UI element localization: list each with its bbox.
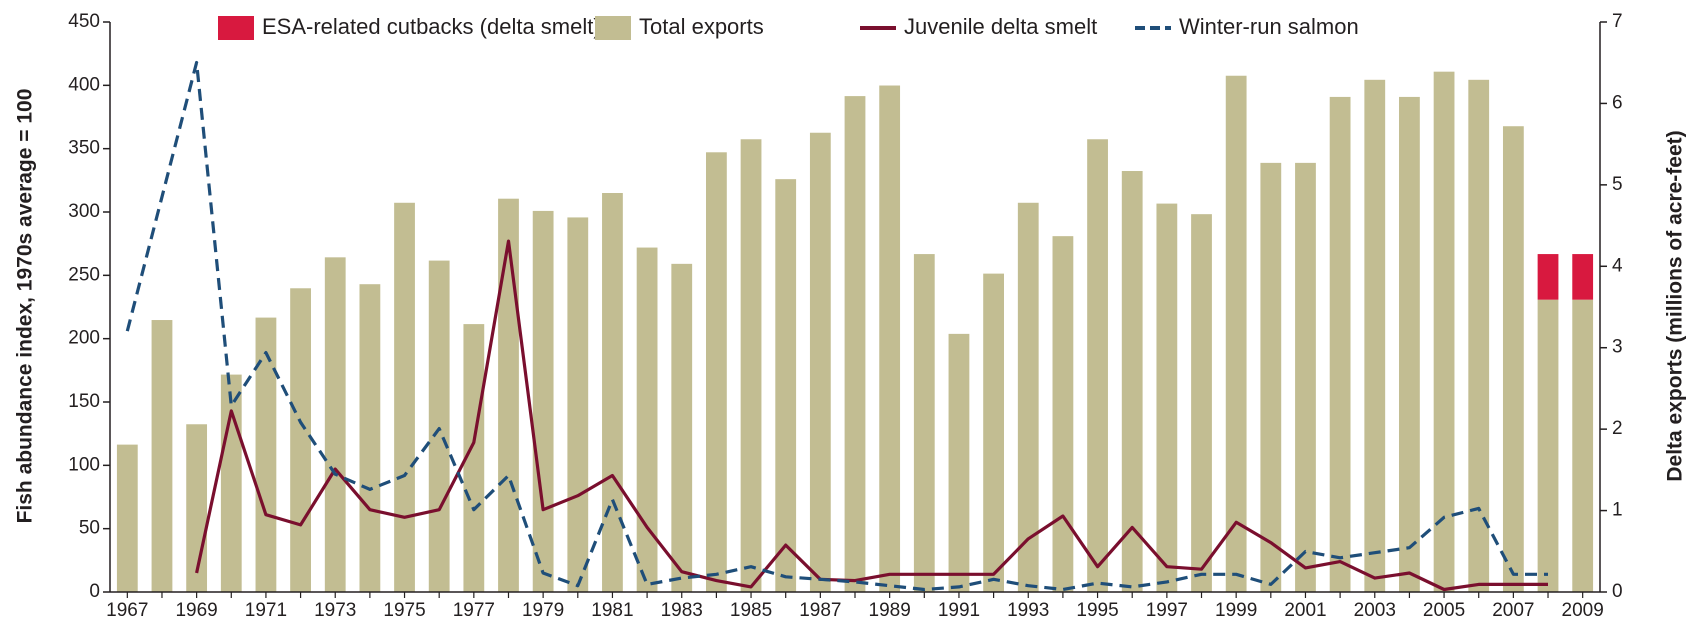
x-tick-label: 2003 [1354, 600, 1396, 621]
bar [775, 179, 797, 592]
x-tick-label: 2007 [1492, 600, 1534, 621]
bar [1364, 79, 1386, 593]
bar [1329, 96, 1351, 593]
y-tick-label: 400 [68, 74, 100, 95]
bar [394, 202, 415, 592]
line [195, 239, 1548, 592]
bar [498, 198, 519, 592]
bar [290, 288, 311, 592]
legend-swatch [595, 16, 631, 40]
bar [1156, 203, 1178, 593]
bar [602, 193, 623, 592]
bar [740, 139, 762, 592]
x-tick-label: 1979 [522, 600, 564, 621]
bar [1295, 162, 1316, 592]
y2-tick-label: 1 [1612, 500, 1623, 521]
x-tick-label: 1985 [730, 600, 772, 621]
bar [1121, 171, 1143, 592]
x-tick-label: 1971 [245, 600, 287, 621]
bar [1433, 71, 1455, 592]
y-tick-label: 0 [89, 581, 100, 602]
legend-swatch [218, 16, 254, 40]
bar [359, 284, 381, 592]
bar [1399, 96, 1420, 593]
y-tick-label: 150 [68, 391, 100, 412]
x-tick-label: 1997 [1146, 600, 1188, 621]
x-tick-label: 1983 [661, 600, 703, 621]
bar [1191, 214, 1212, 592]
bar [1537, 299, 1559, 592]
y2-tick-label: 2 [1612, 418, 1623, 439]
x-tick-label: 2005 [1423, 600, 1465, 621]
legend-label: Total exports [639, 14, 764, 39]
bar [1572, 254, 1594, 300]
bar [1572, 299, 1594, 592]
y2-tick-label: 3 [1612, 337, 1623, 358]
y-tick-label: 50 [79, 518, 100, 539]
x-tick-label: 2009 [1562, 600, 1604, 621]
y-tick-label: 350 [68, 138, 100, 159]
bar [809, 132, 831, 592]
bar [706, 152, 727, 593]
bar [1537, 254, 1559, 300]
legend-label: Winter-run salmon [1179, 14, 1359, 39]
y2-tick-label: 7 [1612, 11, 1623, 32]
y-tick-label: 450 [68, 11, 100, 32]
legend-label: ESA-related cutbacks (delta smelt) [262, 14, 601, 39]
bar [913, 254, 935, 593]
x-tick-label: 1969 [175, 600, 217, 621]
bar [151, 320, 173, 592]
y-tick-label: 250 [68, 264, 100, 285]
x-tick-label: 1967 [106, 600, 148, 621]
line [125, 60, 1548, 592]
bar [1468, 79, 1490, 593]
x-tick-label: 1977 [453, 600, 495, 621]
x-tick-label: 1973 [314, 600, 356, 621]
x-tick-label: 1989 [869, 600, 911, 621]
bar [567, 217, 589, 592]
y-axis-title: Fish abundance index, 1970s average = 10… [14, 89, 37, 524]
bar [532, 210, 554, 592]
y2-tick-label: 0 [1612, 581, 1623, 602]
bar [116, 444, 138, 592]
bar [671, 263, 693, 592]
y2-axis-title: Delta exports (millions of acre-feet) [1664, 130, 1687, 481]
y2-tick-label: 5 [1612, 174, 1623, 195]
x-tick-label: 1981 [591, 600, 633, 621]
x-tick-label: 1987 [799, 600, 841, 621]
y-tick-label: 200 [68, 328, 100, 349]
bar [324, 257, 346, 592]
x-tick-label: 1975 [383, 600, 425, 621]
x-tick-label: 1999 [1215, 600, 1257, 621]
x-tick-label: 2001 [1284, 600, 1326, 621]
bar [255, 317, 277, 592]
bar [1017, 202, 1039, 592]
bar [1260, 162, 1282, 592]
bar [463, 324, 485, 592]
y2-tick-label: 4 [1612, 255, 1623, 276]
bar [1502, 126, 1524, 592]
y-tick-label: 300 [68, 201, 100, 222]
x-tick-label: 1993 [1007, 600, 1049, 621]
bar [428, 260, 450, 592]
bar [220, 374, 242, 592]
bar [636, 247, 658, 593]
legend-label: Juvenile delta smelt [904, 14, 1097, 39]
y2-tick-label: 6 [1612, 92, 1623, 113]
bar [844, 96, 866, 592]
bar [879, 85, 901, 592]
x-tick-label: 1991 [938, 600, 980, 621]
bar [948, 333, 970, 592]
bar [983, 273, 1004, 592]
y-tick-label: 100 [68, 454, 100, 475]
bar [1052, 236, 1074, 592]
x-tick-label: 1995 [1076, 600, 1118, 621]
bar [1087, 139, 1108, 592]
bar [1225, 75, 1247, 592]
